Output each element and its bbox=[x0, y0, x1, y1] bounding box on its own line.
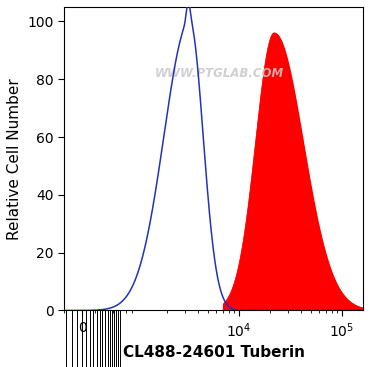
Text: WWW.PTGLAB.COM: WWW.PTGLAB.COM bbox=[155, 67, 284, 80]
Y-axis label: Relative Cell Number: Relative Cell Number bbox=[7, 78, 22, 240]
X-axis label: CL488-24601 Tuberin: CL488-24601 Tuberin bbox=[123, 345, 305, 360]
